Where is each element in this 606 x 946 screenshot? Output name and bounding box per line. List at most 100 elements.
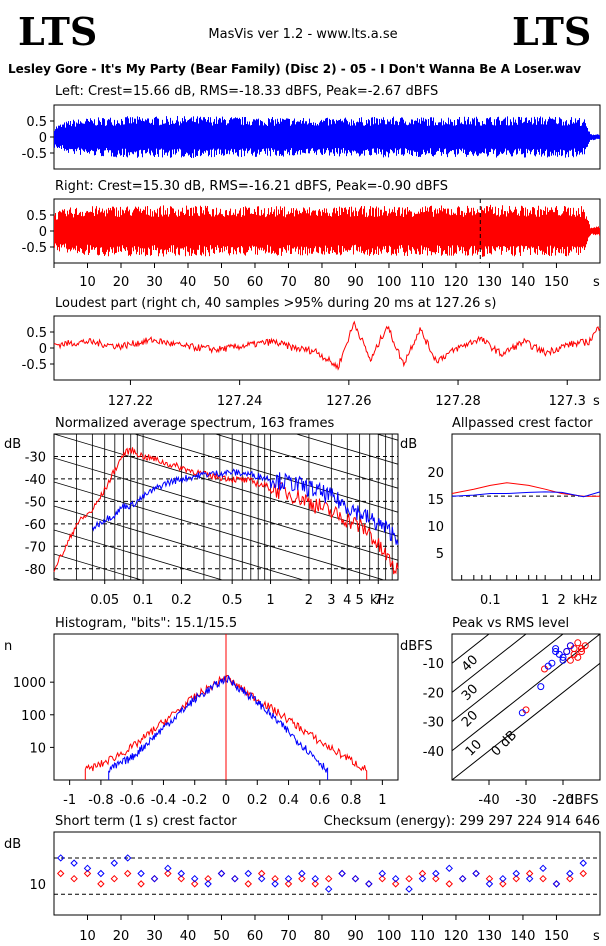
shortterm-xtick-label: 120 bbox=[444, 929, 469, 944]
loudest-xtick-label: 127.22 bbox=[108, 394, 154, 409]
shortterm-point bbox=[190, 880, 199, 888]
shortterm-point bbox=[405, 874, 413, 883]
spectrum-xtick-label: 5 bbox=[355, 593, 363, 608]
shortterm-ytick-label: 10 bbox=[29, 878, 46, 893]
histogram-xtick-label: -0.4 bbox=[151, 793, 176, 808]
time-axis-tick-label: 120 bbox=[444, 275, 469, 290]
spectrum-diagonal bbox=[54, 794, 398, 896]
spectrum-unit: kHz bbox=[370, 593, 394, 608]
time-axis-tick-label: 90 bbox=[347, 275, 364, 290]
left-waveform-trace bbox=[54, 116, 600, 158]
left-ytick-label: 0.5 bbox=[26, 115, 47, 130]
shortterm-point bbox=[150, 874, 159, 883]
shortterm-point bbox=[231, 874, 239, 883]
shortterm-point bbox=[164, 869, 172, 878]
time-axis-tick-label: 30 bbox=[146, 275, 163, 290]
shortterm-point bbox=[257, 869, 266, 878]
peakrms-diag-label: 20 bbox=[459, 708, 481, 730]
shortterm-unit: s bbox=[593, 929, 600, 944]
peakrms-point bbox=[563, 648, 571, 655]
time-axis-tick-label: 40 bbox=[180, 275, 197, 290]
peakrms-point bbox=[559, 656, 567, 664]
allpass-blue-line bbox=[451, 491, 601, 498]
shortterm-point bbox=[566, 869, 574, 878]
spectrum-ytick-label: -70 bbox=[25, 540, 46, 555]
histogram-xtick-label: 0.4 bbox=[278, 793, 299, 808]
shortterm-point bbox=[391, 880, 400, 888]
shortterm-point bbox=[579, 859, 587, 867]
shortterm-point bbox=[351, 874, 360, 883]
shortterm-point bbox=[365, 880, 373, 888]
right-waveform-trace bbox=[54, 204, 600, 257]
logo-left: LTS bbox=[18, 9, 97, 54]
shortterm-point bbox=[418, 869, 427, 878]
peakrms-point bbox=[570, 650, 578, 658]
allpass-unit: kHz bbox=[573, 593, 597, 608]
shortterm-point bbox=[512, 869, 520, 878]
loudest-unit: s bbox=[593, 394, 600, 409]
histogram-ytick-label: 1000 bbox=[13, 676, 46, 691]
histogram-xtick-label: 0.2 bbox=[247, 793, 268, 808]
time-axis-tick-label: 50 bbox=[213, 275, 230, 290]
shortterm-point bbox=[137, 880, 145, 888]
shortterm-xtick-label: 90 bbox=[347, 929, 364, 944]
peakrms-diag-label: 0 dB bbox=[489, 728, 521, 760]
shortterm-point bbox=[271, 880, 279, 888]
shortterm-point bbox=[351, 874, 360, 883]
peakrms-point bbox=[552, 645, 560, 653]
histogram-xtick-label: 0.6 bbox=[309, 793, 330, 808]
spectrum-diagonal bbox=[214, 434, 398, 489]
spectrum-diagonal bbox=[54, 242, 398, 344]
shortterm-xtick-label: 40 bbox=[180, 929, 197, 944]
shortterm-point bbox=[204, 874, 212, 883]
shortterm-point bbox=[552, 880, 561, 888]
peakrms-ytick-label: -10 bbox=[423, 657, 444, 672]
histogram-xtick-label: -0.6 bbox=[119, 793, 144, 808]
shortterm-point bbox=[458, 874, 467, 883]
histogram-ylabel: n bbox=[4, 639, 12, 654]
shortterm-point bbox=[324, 885, 333, 893]
file-title: Lesley Gore - It's My Party (Bear Family… bbox=[8, 62, 581, 76]
peakrms-diagonal bbox=[452, 634, 600, 752]
shortterm-point bbox=[231, 874, 239, 883]
shortterm-xtick-label: 110 bbox=[410, 929, 435, 944]
spectrum-diagonal bbox=[294, 434, 398, 465]
peakrms-xtick-label: -20 bbox=[552, 793, 573, 808]
shortterm-point bbox=[298, 874, 306, 883]
shortterm-point bbox=[499, 880, 507, 888]
shortterm-point bbox=[485, 880, 494, 888]
shortterm-point bbox=[97, 880, 105, 888]
spectrum-diagonal bbox=[54, 529, 224, 580]
shortterm-point bbox=[378, 869, 386, 878]
shortterm-point bbox=[217, 869, 226, 878]
allpass-ytick-label: 5 bbox=[436, 547, 444, 562]
spectrum-xtick-label: 7 bbox=[374, 593, 382, 608]
shortterm-point bbox=[56, 854, 65, 862]
shortterm-point bbox=[405, 885, 413, 893]
shortterm-point bbox=[110, 859, 119, 867]
allpass-xtick-label: 0.1 bbox=[480, 593, 501, 608]
shortterm-xtick-label: 70 bbox=[280, 929, 297, 944]
shortterm-point bbox=[190, 874, 199, 883]
loudest-ytick-label: -0.5 bbox=[22, 358, 47, 373]
time-axis-tick-label: 70 bbox=[280, 275, 297, 290]
shortterm-point bbox=[204, 880, 212, 888]
shortterm-point bbox=[566, 874, 574, 883]
right-panel-title: Right: Crest=15.30 dB, RMS=-16.21 dBFS, … bbox=[55, 179, 448, 194]
shortterm-point bbox=[432, 869, 440, 878]
shortterm-point bbox=[311, 880, 319, 888]
spectrum-xtick-label: 3 bbox=[327, 593, 335, 608]
peakrms-xtick-label: -30 bbox=[515, 793, 536, 808]
peakrms-ytick-label: -20 bbox=[423, 686, 444, 701]
shortterm-point bbox=[458, 874, 467, 883]
shortterm-point bbox=[445, 880, 453, 888]
shortterm-point bbox=[472, 869, 480, 878]
peakrms-point bbox=[566, 642, 574, 650]
shortterm-point bbox=[324, 874, 333, 883]
shortterm-point bbox=[110, 874, 119, 883]
histogram-ytick-label: 10 bbox=[29, 741, 46, 756]
shortterm-point bbox=[70, 874, 78, 883]
right-ytick-label: 0 bbox=[39, 225, 47, 240]
shortterm-point bbox=[311, 874, 319, 883]
right-ytick-label: 0.5 bbox=[26, 209, 47, 224]
